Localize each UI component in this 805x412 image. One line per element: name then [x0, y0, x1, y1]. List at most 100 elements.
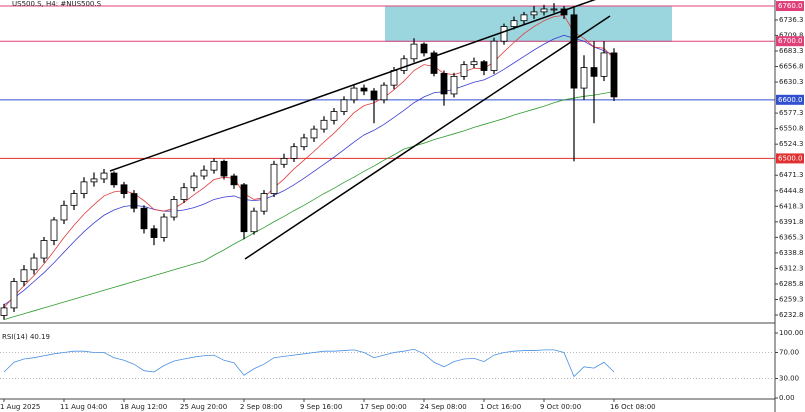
y-tick-label: 6444.8: [779, 187, 804, 195]
candle-body: [10, 281, 18, 309]
price-level-label: 6700.0: [778, 37, 803, 45]
candle-body: [260, 193, 268, 212]
candle-body: [110, 172, 118, 186]
candle-body: [300, 137, 308, 148]
x-tick-label: 9 Sep 16:00: [300, 403, 342, 411]
candle-body: [550, 8, 558, 11]
price-level-box: [776, 94, 804, 105]
y-tick-label: 6259.3: [779, 295, 804, 303]
candle-body: [130, 193, 138, 209]
x-tick-label: 18 Aug 12:00: [120, 403, 167, 411]
x-tick-label: 2 Sep 08:00: [240, 403, 282, 411]
x-tick-label: 17 Sep 00:00: [360, 403, 407, 411]
candle-body: [160, 216, 168, 238]
candle-body: [610, 52, 618, 98]
y-tick-label: 6524.3: [779, 140, 804, 148]
candle-body: [200, 169, 208, 177]
candle-body: [480, 61, 488, 71]
y-tick-label: 6365.3: [779, 233, 804, 241]
candle-body: [280, 158, 288, 165]
candle-body: [180, 187, 188, 200]
candle-body: [210, 160, 218, 171]
candle-body: [290, 146, 298, 159]
candle-body: [90, 178, 98, 183]
candle-body: [420, 43, 428, 54]
y-tick-label: 6577.3: [779, 109, 804, 117]
candle-body: [140, 207, 148, 230]
candle-body: [460, 64, 468, 77]
x-tick-label: 24 Sep 08:00: [420, 403, 467, 411]
y-tick-label: 6683.3: [779, 47, 804, 55]
candle-body: [0, 307, 8, 316]
candle-body: [320, 119, 328, 130]
candle-body: [330, 111, 338, 121]
candle-body: [400, 58, 408, 71]
y-tick-label: 6630.3: [779, 78, 804, 86]
y-tick-label: 6471.3: [779, 171, 804, 179]
y-tick-label: 100.00: [779, 329, 804, 337]
candle-body: [30, 257, 38, 271]
trend-line: [109, 0, 596, 172]
y-tick-label: 6418.3: [779, 202, 804, 210]
candle-body: [570, 14, 578, 89]
price-level-box: [776, 1, 804, 12]
candle-body: [600, 52, 608, 77]
candle-body: [450, 75, 458, 95]
candle-body: [220, 160, 228, 177]
x-tick-label: 1 Aug 2025: [0, 403, 40, 411]
price-level-label: 6600.0: [778, 96, 803, 104]
y-tick-label: 6312.3: [779, 264, 804, 272]
candle-body: [50, 219, 58, 241]
y-tick-label: 6550.8: [779, 125, 804, 133]
y-tick-label: 30.00: [779, 375, 799, 383]
candle-body: [250, 210, 258, 233]
price-level-box: [776, 36, 804, 47]
x-tick-label: 1 Oct 16:00: [480, 403, 521, 411]
candle-body: [470, 61, 478, 66]
y-tick-label: 6338.8: [779, 249, 804, 257]
y-tick-label: 70.00: [779, 349, 799, 357]
candle-body: [120, 184, 128, 194]
candle-body: [500, 26, 508, 42]
y-tick-label: 6656.8: [779, 63, 804, 71]
chart-title: US500.S, H4: #NUS500.S: [12, 0, 102, 8]
candle-body: [440, 73, 448, 95]
x-tick-label: 16 Oct 08:00: [610, 403, 656, 411]
candle-body: [230, 175, 238, 186]
candle-body: [530, 11, 538, 16]
candle-body: [490, 40, 498, 71]
candle-body: [20, 269, 28, 282]
candle-body: [380, 84, 388, 101]
y-tick-label: 6232.8: [779, 311, 804, 319]
rsi-line: [3, 348, 615, 378]
price-level-label: 6500.0: [778, 154, 803, 162]
moving-average: [3, 34, 615, 306]
candle-body: [390, 70, 398, 86]
y-tick-label: 6736.3: [779, 16, 804, 24]
candle-body: [360, 87, 368, 92]
candle-body: [40, 240, 48, 259]
y-tick-label: 6391.8: [779, 218, 804, 226]
candle-body: [240, 184, 248, 233]
candle-body: [340, 99, 348, 112]
y-tick-label: 6709.8: [779, 31, 804, 39]
candle-body: [580, 67, 588, 89]
price-level-box: [776, 153, 804, 164]
candle-body: [60, 204, 68, 221]
trend-line: [244, 15, 611, 260]
x-tick-label: 25 Aug 20:00: [180, 403, 227, 411]
candle-body: [70, 193, 78, 206]
candle-body: [370, 90, 378, 101]
y-tick-label: 0.00: [779, 394, 795, 402]
zone: [385, 6, 672, 42]
candle-body: [80, 181, 88, 194]
candle-body: [100, 172, 108, 180]
candle-body: [310, 128, 318, 139]
candle-body: [430, 52, 438, 74]
x-tick-label: 9 Oct 00:00: [540, 403, 581, 411]
rsi-title: RSI(14) 40.19: [2, 333, 50, 341]
candle-body: [350, 87, 358, 101]
price-level-label: 6760.0: [778, 2, 803, 10]
